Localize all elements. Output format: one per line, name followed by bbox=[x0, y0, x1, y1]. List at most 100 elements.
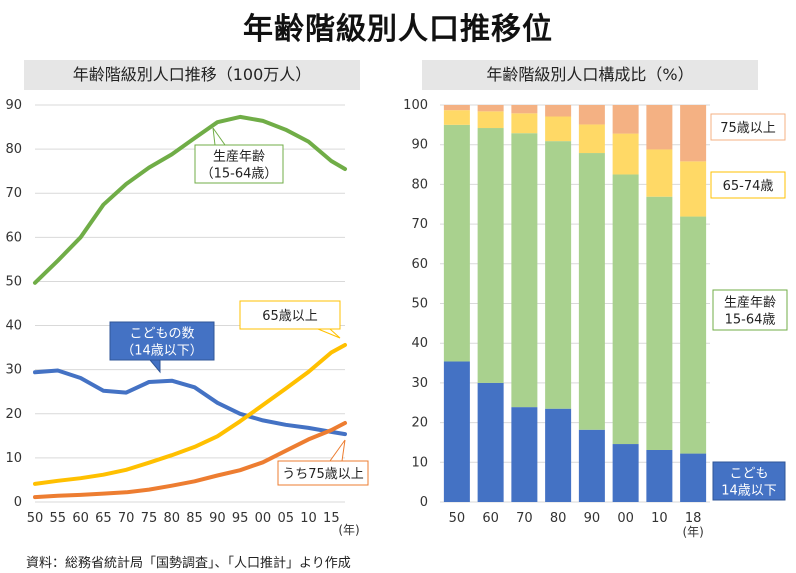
bar-segment-3 bbox=[477, 105, 504, 112]
x-tick-label: 65 bbox=[95, 511, 112, 526]
y-tick-label: 80 bbox=[411, 177, 428, 192]
bar-segment-1 bbox=[578, 153, 605, 430]
callout-label: こどもの数 bbox=[129, 326, 194, 341]
x-tick-label: 50 bbox=[27, 511, 44, 526]
series-line-2 bbox=[33, 343, 347, 486]
bar-segment-1 bbox=[511, 133, 538, 408]
callout-pointer bbox=[329, 439, 346, 462]
bar-segment-2 bbox=[477, 111, 504, 129]
x-unit-label: (年) bbox=[682, 525, 703, 539]
x-tick-label: 80 bbox=[550, 511, 567, 526]
callout-pointer bbox=[148, 359, 161, 374]
bar-segment-1 bbox=[545, 141, 572, 409]
bar-segment-2 bbox=[545, 116, 572, 142]
bar-legend-label: 14歳以下 bbox=[721, 483, 777, 498]
x-tick-label: 00 bbox=[255, 511, 272, 526]
callout-box bbox=[239, 300, 341, 330]
x-tick-label: 15 bbox=[323, 511, 340, 526]
x-tick-label: 60 bbox=[72, 511, 89, 526]
y-tick-label: 100 bbox=[403, 98, 428, 113]
bar-segment-0 bbox=[578, 429, 605, 502]
callout-box bbox=[109, 321, 215, 361]
x-tick-label: 75 bbox=[141, 511, 158, 526]
callout-label: 65歳以上 bbox=[262, 309, 318, 324]
line-chart: 0 10 20 30 40 50 60 70 80 90 50 55 60 65 70 75 80 85 90 95 0… bbox=[5, 98, 369, 537]
bar-segment-0 bbox=[646, 449, 673, 502]
y-tick-label: 50 bbox=[5, 274, 22, 289]
callout-label: 生産年齢 bbox=[213, 148, 265, 164]
x-tick-label: 50 bbox=[449, 511, 466, 526]
bar-legend-label: 75歳以上 bbox=[720, 121, 776, 136]
y-tick-label: 70 bbox=[411, 217, 428, 232]
y-tick-label: 90 bbox=[5, 98, 22, 113]
bar-legend-label: 65-74歳 bbox=[723, 179, 774, 194]
x-tick-label: 70 bbox=[118, 511, 135, 526]
bar-legend-box bbox=[710, 171, 786, 199]
bar-segment-2 bbox=[511, 113, 538, 134]
bar-segment-2 bbox=[612, 133, 639, 175]
series-line-1 bbox=[33, 368, 347, 437]
bar-segment-1 bbox=[680, 216, 707, 454]
y-tick-label: 10 bbox=[5, 451, 22, 466]
callout-label: （15-64歳） bbox=[201, 166, 278, 181]
callout-pointer bbox=[317, 328, 341, 339]
y-tick-label: 60 bbox=[5, 230, 22, 245]
bar-segment-2 bbox=[646, 149, 673, 197]
x-tick-label: 70 bbox=[516, 511, 533, 526]
y-tick-label: 30 bbox=[5, 363, 22, 378]
bar-segment-0 bbox=[545, 408, 572, 502]
x-tick-label: 10 bbox=[651, 511, 668, 526]
bar-chart: 0 10 20 30 40 50 60 70 80 90 100 50 60 70 80 90 00 10 18(年… bbox=[403, 98, 788, 539]
callout-pointer bbox=[212, 127, 226, 146]
x-tick-label: 95 bbox=[232, 511, 249, 526]
bar-segment-3 bbox=[680, 105, 707, 162]
x-tick-label: 80 bbox=[163, 511, 180, 526]
bar-segment-1 bbox=[646, 196, 673, 450]
bar-segment-3 bbox=[612, 105, 639, 134]
bar-segment-0 bbox=[612, 444, 639, 502]
bar-segment-0 bbox=[477, 382, 504, 502]
bar-legend-label: 15-64歳 bbox=[725, 312, 776, 327]
line-chart-title: 年齢階級別人口推移（100万人） bbox=[24, 60, 360, 90]
bar-segment-0 bbox=[443, 361, 470, 502]
bar-legend-box bbox=[712, 289, 788, 331]
x-tick-label: 00 bbox=[617, 511, 634, 526]
y-tick-label: 70 bbox=[5, 186, 22, 201]
bar-legend-label: 生産年齢 bbox=[724, 294, 776, 310]
bar-segment-0 bbox=[511, 407, 538, 502]
bar-segment-1 bbox=[477, 128, 504, 383]
bar-chart-title: 年齢階級別人口構成比（%） bbox=[422, 60, 758, 90]
x-tick-label: 05 bbox=[277, 511, 294, 526]
y-tick-label: 30 bbox=[411, 376, 428, 391]
bar-segment-3 bbox=[545, 105, 572, 117]
bar-segment-0 bbox=[680, 453, 707, 502]
x-tick-label: 60 bbox=[482, 511, 499, 526]
bar-segment-2 bbox=[578, 124, 605, 154]
y-tick-label: 80 bbox=[5, 142, 22, 157]
bar-segment-3 bbox=[646, 105, 673, 150]
series-line-3 bbox=[33, 421, 347, 500]
series-line-0 bbox=[33, 114, 347, 285]
bar-segment-3 bbox=[443, 105, 470, 111]
bar-legend-label: こども bbox=[729, 466, 768, 481]
y-tick-label: 60 bbox=[411, 257, 428, 272]
x-tick-label: 90 bbox=[209, 511, 226, 526]
y-tick-label: 90 bbox=[411, 138, 428, 153]
y-tick-label: 50 bbox=[411, 297, 428, 312]
callout-label: うち75歳以上 bbox=[282, 467, 364, 482]
x-unit-label: (年) bbox=[338, 523, 359, 537]
y-tick-label: 20 bbox=[5, 407, 22, 422]
y-tick-label: 40 bbox=[411, 336, 428, 351]
y-tick-label: 40 bbox=[5, 319, 22, 334]
source-note: 資料：総務省統計局「国勢調査」、「人口推計」より作成 bbox=[26, 556, 351, 571]
x-tick-label: 18 bbox=[685, 511, 702, 526]
bar-segment-2 bbox=[443, 110, 470, 125]
callout-box bbox=[194, 144, 284, 184]
x-tick-label: 55 bbox=[50, 511, 67, 526]
bar-segment-1 bbox=[443, 124, 470, 362]
y-tick-label: 0 bbox=[420, 495, 428, 510]
x-tick-label: 85 bbox=[186, 511, 203, 526]
callout-box bbox=[277, 460, 369, 486]
bar-segment-2 bbox=[680, 161, 707, 217]
